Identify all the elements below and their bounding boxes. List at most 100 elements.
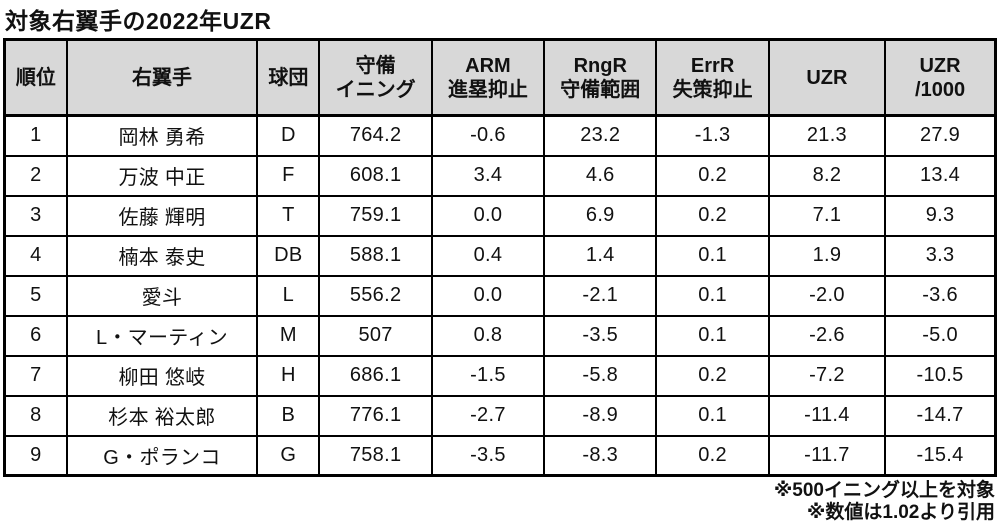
table-cell: D: [256, 114, 321, 157]
table-cell: 7.1: [767, 194, 887, 237]
table-cell: 0.1: [655, 234, 770, 277]
table-cell: 6: [3, 314, 68, 357]
header-cell: RngR 守備範囲: [543, 38, 658, 117]
table-cell: 8.2: [767, 154, 887, 197]
table-cell: 1: [3, 114, 68, 157]
table-cell: -1.5: [430, 354, 546, 397]
table-cell: 0.1: [655, 394, 770, 437]
table-cell: 776.1: [318, 394, 433, 437]
table-cell: 0.2: [655, 154, 770, 197]
table-row: 8 杉本 裕太郎 B 776.1 -2.7 -8.9 0.1 -11.4 -14.7: [3, 394, 997, 437]
table-cell: -3.5: [543, 314, 658, 357]
table-cell: 5: [3, 274, 68, 317]
table-cell: -2.6: [767, 314, 887, 357]
table-cell: G: [256, 434, 321, 477]
table-cell: 3.4: [430, 154, 546, 197]
table-cell: 4: [3, 234, 68, 277]
table-cell: 3.3: [884, 234, 997, 277]
table-cell: 7: [3, 354, 68, 397]
footnote-source-clipped: ※数値は1.02より引用: [806, 502, 995, 523]
table-cell: -10.5: [884, 354, 997, 397]
table-row: 5 愛斗 L 556.2 0.0 -2.1 0.1 -2.0 -3.6: [3, 274, 997, 317]
table-cell: 21.3: [767, 114, 887, 157]
table-cell: 0.0: [430, 194, 546, 237]
table-cell: 0.0: [430, 274, 546, 317]
table-cell: 9.3: [884, 194, 997, 237]
table-cell: 764.2: [318, 114, 433, 157]
table-cell: 13.4: [884, 154, 997, 197]
table-cell: 9: [3, 434, 68, 477]
table-cell: 愛斗: [65, 274, 259, 317]
table-cell: L・マーティン: [65, 314, 259, 357]
table-cell: 1.9: [767, 234, 887, 277]
table-cell: -14.7: [884, 394, 997, 437]
table-cell: 万波 中正: [65, 154, 259, 197]
uzr-stats-table: 順位 右翼手 球団 守備 イニング ARM 進塁抑止 RngR 守備範囲 ErrR 失策抑止…: [3, 38, 997, 477]
table-cell: 23.2: [543, 114, 658, 157]
header-row: 順位 右翼手 球団 守備 イニング ARM 進塁抑止 RngR 守備範囲 ErrR 失策抑止…: [3, 38, 997, 117]
table-cell: 8: [3, 394, 68, 437]
table-cell: -2.1: [543, 274, 658, 317]
table-cell: F: [256, 154, 321, 197]
table-cell: 507: [318, 314, 433, 357]
table-cell: 0.8: [430, 314, 546, 357]
page-title: 対象右翼手の2022年UZR: [5, 8, 272, 34]
table-cell: 柳田 悠岐: [65, 354, 259, 397]
table-cell: -5.8: [543, 354, 658, 397]
header-cell: ErrR 失策抑止: [655, 38, 770, 117]
table-cell: -2.7: [430, 394, 546, 437]
table-cell: 3: [3, 194, 68, 237]
table-cell: -7.2: [767, 354, 887, 397]
table-cell: 佐藤 輝明: [65, 194, 259, 237]
table-row: 7 柳田 悠岐 H 686.1 -1.5 -5.8 0.2 -7.2 -10.5: [3, 354, 997, 397]
table-cell: T: [256, 194, 321, 237]
header-cell: 守備 イニング: [318, 38, 433, 117]
page: { "title": "対象右翼手の2022年UZR", "colors": {…: [3, 8, 997, 523]
table-cell: 0.2: [655, 354, 770, 397]
footnote-innings-threshold: ※500イニング以上を対象: [773, 480, 995, 501]
header-cell: ARM 進塁抑止: [430, 38, 546, 117]
table-cell: -11.4: [767, 394, 887, 437]
table-cell: M: [256, 314, 321, 357]
table-row: 4 楠本 泰史 DB 588.1 0.4 1.4 0.1 1.9 3.3: [3, 234, 997, 277]
table-cell: -5.0: [884, 314, 997, 357]
table-row: 9 G・ポランコ G 758.1 -3.5 -8.3 0.2 -11.7 -15.4: [3, 434, 997, 477]
table-cell: 0.1: [655, 314, 770, 357]
table-header-row: 順位 右翼手 球団 守備 イニング ARM 進塁抑止 RngR 守備範囲 ErrR 失策抑止…: [3, 38, 997, 117]
table-cell: 岡林 勇希: [65, 114, 259, 157]
table-cell: 杉本 裕太郎: [65, 394, 259, 437]
table-cell: 0.2: [655, 194, 770, 237]
table-cell: DB: [256, 234, 321, 277]
header-cell: UZR: [767, 38, 887, 117]
header-cell: UZR /1000: [884, 38, 997, 117]
table-row: 6 L・マーティン M 507 0.8 -3.5 0.1 -2.6 -5.0: [3, 314, 997, 357]
header-cell: 右翼手: [65, 38, 259, 117]
table-cell: -3.5: [430, 434, 546, 477]
table-cell: -3.6: [884, 274, 997, 317]
table-cell: 4.6: [543, 154, 658, 197]
table-cell: H: [256, 354, 321, 397]
table-row: 3 佐藤 輝明 T 759.1 0.0 6.9 0.2 7.1 9.3: [3, 194, 997, 237]
header-cell: 球団: [256, 38, 321, 117]
table-cell: 6.9: [543, 194, 658, 237]
table-cell: -11.7: [767, 434, 887, 477]
table-cell: G・ポランコ: [65, 434, 259, 477]
footnotes: ※500イニング以上を対象 ※数値は1.02より引用: [774, 480, 995, 524]
table-cell: 2: [3, 154, 68, 197]
table-cell: 0.1: [655, 274, 770, 317]
table-cell: L: [256, 274, 321, 317]
table-cell: 608.1: [318, 154, 433, 197]
table-body: 1 岡林 勇希 D 764.2 -0.6 23.2 -1.3 21.3 27.9 2 万波 中正 F 6…: [3, 114, 997, 477]
table-cell: -0.6: [430, 114, 546, 157]
table-cell: 588.1: [318, 234, 433, 277]
table-cell: 759.1: [318, 194, 433, 237]
table-cell: B: [256, 394, 321, 437]
table-cell: -1.3: [655, 114, 770, 157]
table-row: 1 岡林 勇希 D 764.2 -0.6 23.2 -1.3 21.3 27.9: [3, 114, 997, 157]
table-cell: -8.9: [543, 394, 658, 437]
table-cell: 758.1: [318, 434, 433, 477]
table-cell: -8.3: [543, 434, 658, 477]
header-cell: 順位: [3, 38, 68, 117]
table-cell: 0.2: [655, 434, 770, 477]
table-row: 2 万波 中正 F 608.1 3.4 4.6 0.2 8.2 13.4: [3, 154, 997, 197]
